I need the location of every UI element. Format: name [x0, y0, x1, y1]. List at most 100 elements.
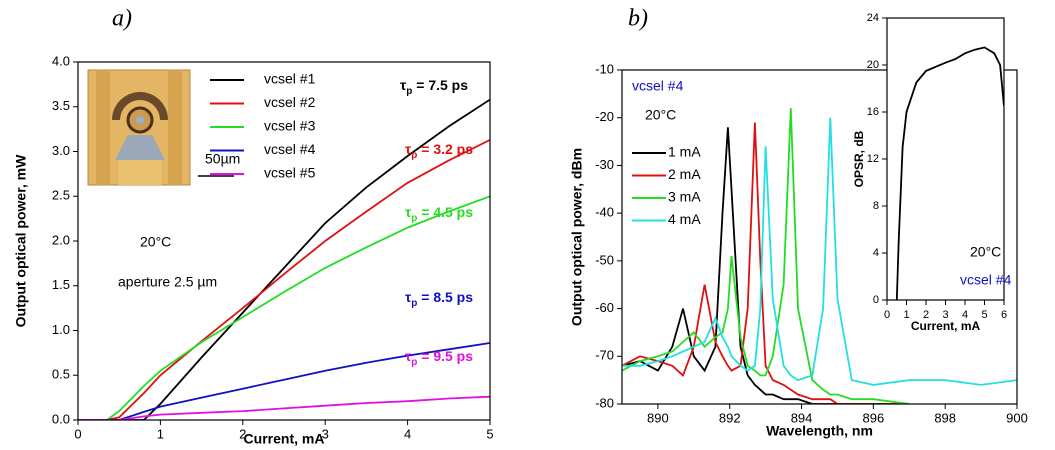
x-tick-label: 1: [157, 426, 164, 441]
y-tick-label: 20: [867, 59, 879, 71]
y-tick-label: 0.5: [52, 367, 70, 382]
y-axis-title: Output optical power, mW: [13, 154, 29, 327]
y-axis-title: Output optical power, dBm: [569, 148, 585, 326]
annotation: τp = 4.5 ps: [405, 204, 473, 224]
annotation-part: = 8.5 ps: [417, 289, 473, 305]
annotation-part: p: [406, 86, 412, 97]
series-line: [78, 98, 490, 420]
annotation-part: p: [411, 150, 417, 161]
y-tick-label: 8: [873, 200, 879, 212]
panel-label: b): [628, 6, 648, 32]
y-tick-label: -60: [595, 300, 614, 315]
series-line: [622, 117, 1017, 386]
y-tick-label: 0: [873, 294, 879, 306]
annotation: 20°C: [140, 234, 171, 250]
x-tick-label: 892: [719, 410, 741, 425]
legend-label: vcsel #1: [264, 71, 316, 87]
annotation-part: p: [411, 298, 417, 309]
legend-label: vcsel #4: [264, 141, 316, 157]
annotation: aperture 2.5 µm: [118, 274, 217, 290]
x-tick-label: 4: [962, 309, 968, 321]
x-tick-label: 5: [981, 309, 987, 321]
y-tick-label: 1.5: [52, 277, 70, 292]
y-tick-label: 12: [867, 153, 879, 165]
annotation-part: = 9.5 ps: [417, 348, 473, 364]
x-tick-label: 3: [942, 309, 948, 321]
x-tick-label: 898: [934, 410, 956, 425]
y-tick-label: -70: [595, 348, 614, 363]
y-tick-label: -20: [595, 109, 614, 124]
y-tick-label: -50: [595, 252, 614, 267]
series-line: [78, 139, 490, 420]
series-line: [895, 46, 1004, 300]
series-line: [622, 108, 910, 404]
y-tick-label: 3.0: [52, 143, 70, 158]
micrograph: [87, 69, 234, 186]
inset-background: [887, 18, 1004, 300]
x-axis-title: Current, mA: [244, 431, 325, 447]
y-tick-label: 0.0: [52, 411, 70, 426]
x-tick-label: 1: [903, 309, 909, 321]
series-line: [622, 127, 910, 404]
annotation-part: τ: [405, 289, 412, 305]
y-tick-label: 4.0: [52, 53, 70, 68]
x-tick-label: 0: [884, 309, 890, 321]
series-line: [78, 395, 490, 420]
plot-frame: [621, 69, 1018, 405]
x-tick-label: 890: [647, 410, 669, 425]
series-line: [622, 122, 910, 404]
y-tick-label: -30: [595, 157, 614, 172]
legend-label: vcsel #2: [264, 94, 316, 110]
y-tick-label: 2.0: [52, 232, 70, 247]
legend-label: 4 mA: [668, 211, 701, 227]
annotation-part: = 7.5 ps: [412, 77, 468, 93]
annotation-part: = 3.2 ps: [417, 141, 473, 157]
y-tick-label: 16: [867, 106, 879, 118]
annotation: vcsel #4: [960, 272, 1012, 288]
plot-frame: [77, 61, 491, 421]
y-tick-label: -40: [595, 205, 614, 220]
annotation: 50µm: [205, 151, 240, 167]
annotation: vcsel #4: [632, 78, 684, 94]
annotation-part: p: [411, 357, 417, 368]
legend-label: vcsel #3: [264, 118, 316, 134]
annotation: τp = 8.5 ps: [405, 289, 473, 309]
annotation: τp = 3.2 ps: [405, 141, 473, 161]
y-axis-title: OPSR, dB: [852, 130, 866, 187]
series-line: [78, 195, 490, 420]
y-tick-label: 3.5: [52, 98, 70, 113]
x-tick-label: 2: [923, 309, 929, 321]
annotation: 20°C: [970, 244, 1001, 260]
x-axis-title: Current, mA: [911, 319, 981, 333]
annotation-part: τ: [400, 77, 407, 93]
legend-label: 3 mA: [668, 189, 701, 205]
x-tick-label: 2: [239, 426, 246, 441]
y-tick-label: -80: [595, 395, 614, 410]
legend-label: 1 mA: [668, 144, 701, 160]
y-tick-label: 24: [867, 12, 879, 24]
panel-label: a): [112, 6, 132, 32]
annotation-part: = 4.5 ps: [417, 204, 473, 220]
annotation: 20°C: [645, 107, 676, 123]
x-tick-label: 3: [322, 426, 329, 441]
annotation-part: τ: [405, 348, 412, 364]
y-tick-label: 1.0: [52, 322, 70, 337]
annotation: τp = 7.5 ps: [400, 77, 468, 97]
legend-label: vcsel #5: [264, 165, 316, 181]
annotation-part: p: [411, 213, 417, 224]
annotation: τp = 9.5 ps: [405, 348, 473, 368]
x-tick-label: 6: [1001, 309, 1007, 321]
annotation-part: τ: [405, 141, 412, 157]
x-tick-label: 5: [486, 426, 493, 441]
plot-frame: [886, 17, 1005, 301]
annotation-part: τ: [405, 204, 412, 220]
x-tick-label: 4: [404, 426, 411, 441]
legend-label: 2 mA: [668, 166, 701, 182]
series-line: [78, 342, 490, 420]
x-axis-title: Wavelength, nm: [766, 423, 873, 439]
y-tick-label: 4: [873, 247, 879, 259]
x-tick-label: 900: [1006, 410, 1028, 425]
x-tick-label: 894: [791, 410, 813, 425]
x-tick-label: 0: [74, 426, 81, 441]
